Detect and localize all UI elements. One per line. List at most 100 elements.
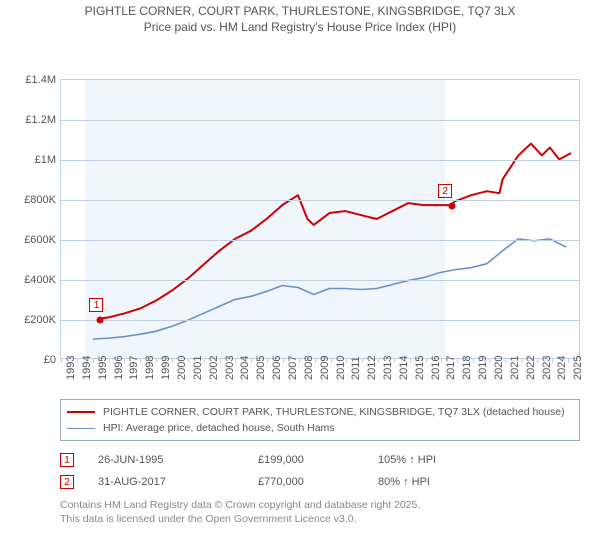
y-axis-label: £600K <box>11 234 56 246</box>
title-line-1: PIGHTLE CORNER, COURT PARK, THURLESTONE,… <box>0 4 600 20</box>
x-tick <box>362 358 363 363</box>
x-tick <box>537 358 538 363</box>
x-tick <box>346 358 347 363</box>
x-axis-label: 2013 <box>382 356 394 380</box>
x-axis-label: 2006 <box>271 356 283 380</box>
x-axis-label: 2002 <box>208 356 220 380</box>
x-axis-label: 2003 <box>224 356 236 380</box>
x-tick <box>61 358 62 363</box>
x-tick <box>283 358 284 363</box>
x-axis-label: 2014 <box>398 356 410 380</box>
y-axis-label: £200K <box>11 314 56 326</box>
x-axis-label: 2023 <box>541 356 553 380</box>
title-line-2: Price paid vs. HM Land Registry's House … <box>0 20 600 36</box>
x-axis-label: 2009 <box>319 356 331 380</box>
y-axis-label: £1.2M <box>11 114 56 126</box>
x-axis-label: 1995 <box>97 356 109 380</box>
marker-price: £199,000 <box>258 454 378 466</box>
x-tick <box>552 358 553 363</box>
legend: PIGHTLE CORNER, COURT PARK, THURLESTONE,… <box>60 399 580 441</box>
x-axis-label: 1999 <box>160 356 172 380</box>
x-axis-label: 1996 <box>113 356 125 380</box>
grid-line <box>61 200 579 201</box>
marker-date: 26-JUN-1995 <box>98 454 258 466</box>
grid-line <box>61 280 579 281</box>
grid-line <box>61 240 579 241</box>
x-axis-label: 2000 <box>176 356 188 380</box>
x-tick <box>568 358 569 363</box>
marker-label-box: 1 <box>89 298 103 312</box>
legend-item: HPI: Average price, detached house, Sout… <box>67 420 573 436</box>
marker-table-box: 2 <box>60 475 74 489</box>
x-tick <box>457 358 458 363</box>
x-tick <box>93 358 94 363</box>
marker-date: 31-AUG-2017 <box>98 476 258 488</box>
marker-hpi: 80% ↑ HPI <box>378 476 580 488</box>
x-tick <box>315 358 316 363</box>
marker-table-box: 1 <box>60 453 74 467</box>
marker-table: 1 26-JUN-1995£199,000105% ↑ HPI 2 31-AUG-20… <box>60 449 580 493</box>
x-axis-label: 2016 <box>430 356 442 380</box>
x-axis-label: 2018 <box>461 356 473 380</box>
x-tick <box>426 358 427 363</box>
y-axis-label: £1M <box>11 154 56 166</box>
marker-table-row: 231-AUG-2017£770,00080% ↑ HPI <box>60 471 580 493</box>
series-hpi <box>93 239 565 339</box>
x-axis-label: 1993 <box>65 356 77 380</box>
legend-swatch <box>67 411 95 413</box>
plot-area: £0£200K£400K£600K£800K£1M£1.2M£1.4M19931… <box>60 79 580 359</box>
x-axis-label: 2021 <box>509 356 521 380</box>
chart-title: PIGHTLE CORNER, COURT PARK, THURLESTONE,… <box>0 0 600 35</box>
x-tick <box>394 358 395 363</box>
x-axis-label: 2012 <box>366 356 378 380</box>
x-tick <box>188 358 189 363</box>
series-price_paid <box>101 144 570 319</box>
legend-label: PIGHTLE CORNER, COURT PARK, THURLESTONE,… <box>103 406 565 418</box>
x-tick <box>378 358 379 363</box>
x-tick <box>473 358 474 363</box>
x-tick <box>235 358 236 363</box>
x-tick <box>140 358 141 363</box>
x-tick <box>220 358 221 363</box>
x-tick <box>521 358 522 363</box>
x-tick <box>124 358 125 363</box>
marker-hpi: 105% ↑ HPI <box>378 454 580 466</box>
x-tick <box>505 358 506 363</box>
x-tick <box>156 358 157 363</box>
x-tick <box>410 358 411 363</box>
x-axis-label: 1997 <box>128 356 140 380</box>
x-axis-label: 2022 <box>525 356 537 380</box>
attribution-footer: Contains HM Land Registry data © Crown c… <box>60 499 580 526</box>
x-axis-label: 2005 <box>255 356 267 380</box>
x-axis-label: 2019 <box>477 356 489 380</box>
x-axis-label: 2004 <box>239 356 251 380</box>
x-axis-label: 2024 <box>556 356 568 380</box>
x-axis-label: 2001 <box>192 356 204 380</box>
grid-line <box>61 120 579 121</box>
x-axis-label: 2007 <box>287 356 299 380</box>
x-axis-label: 2011 <box>350 357 362 381</box>
x-tick <box>299 358 300 363</box>
x-axis-label: 2025 <box>572 356 584 380</box>
x-axis-label: 2010 <box>335 356 347 380</box>
marker-label-box: 2 <box>438 184 452 198</box>
x-axis-label: 1994 <box>81 356 93 380</box>
line-layer <box>61 80 579 358</box>
x-tick <box>441 358 442 363</box>
footer-line-1: Contains HM Land Registry data © Crown c… <box>60 499 580 513</box>
x-axis-label: 2017 <box>445 356 457 380</box>
x-tick <box>489 358 490 363</box>
legend-swatch <box>67 428 95 429</box>
grid-line <box>61 160 579 161</box>
legend-item: PIGHTLE CORNER, COURT PARK, THURLESTONE,… <box>67 404 573 420</box>
grid-line <box>61 320 579 321</box>
x-tick <box>267 358 268 363</box>
x-tick <box>77 358 78 363</box>
marker-dot <box>97 317 104 324</box>
x-axis-label: 2020 <box>493 356 505 380</box>
x-tick <box>172 358 173 363</box>
x-axis-label: 2015 <box>414 356 426 380</box>
x-tick <box>251 358 252 363</box>
x-tick <box>331 358 332 363</box>
y-axis-label: £400K <box>11 274 56 286</box>
